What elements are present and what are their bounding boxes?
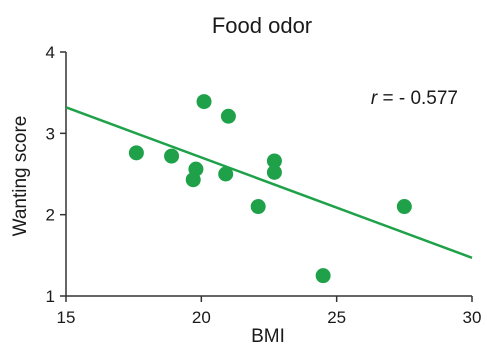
data-point [220, 108, 236, 124]
axes [65, 52, 472, 297]
y-tick-label: 3 [46, 124, 55, 143]
r-value: = - 0.577 [377, 88, 458, 109]
data-points [128, 94, 412, 284]
y-tick-label: 4 [46, 43, 55, 62]
data-point [128, 145, 144, 161]
data-point [250, 199, 266, 215]
x-tick-label: 15 [57, 308, 76, 327]
tick-group: 15 20 25 30 1 2 3 4 [46, 43, 482, 327]
r-symbol: r [371, 88, 378, 109]
y-tick-label: 1 [46, 287, 55, 306]
data-point [396, 199, 412, 215]
data-point [164, 148, 180, 164]
correlation-annotation: r = - 0.577 [371, 88, 458, 109]
x-tick-label: 30 [463, 308, 482, 327]
x-tick-label: 20 [192, 308, 211, 327]
chart-title: Food odor [212, 13, 312, 38]
data-point [196, 94, 212, 110]
regression-line [65, 106, 473, 259]
y-axis-label: Wanting score [10, 116, 31, 237]
y-tick-label: 2 [46, 206, 55, 225]
x-axis-label: BMI [251, 326, 285, 346]
regression-line-group [65, 106, 473, 259]
data-point [266, 164, 282, 180]
data-point [218, 166, 234, 182]
data-point [266, 153, 282, 169]
data-point [315, 268, 331, 284]
data-point [188, 161, 204, 177]
x-tick-label: 25 [327, 308, 346, 327]
